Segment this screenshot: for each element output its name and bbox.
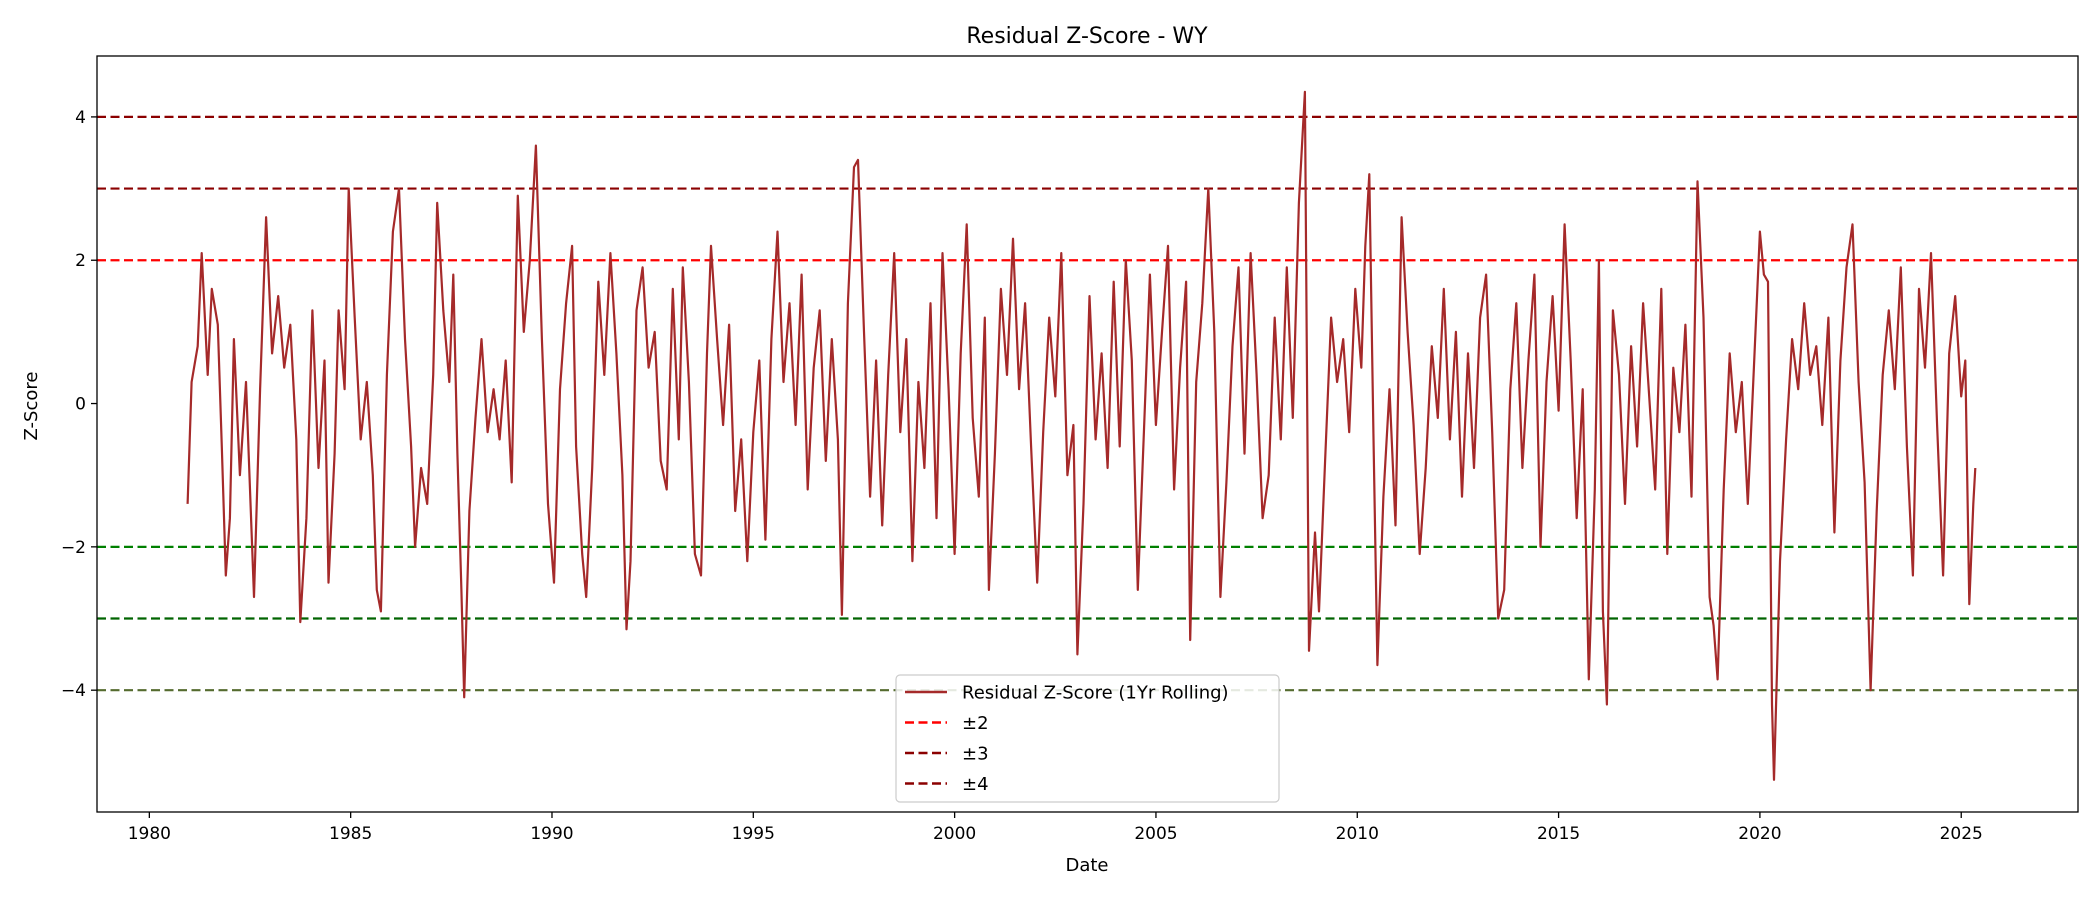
x-tick-label: 2010 — [1336, 824, 1379, 844]
x-tick-label: 1990 — [530, 824, 573, 844]
y-tick-label: −2 — [61, 538, 86, 558]
legend-label: ±3 — [962, 744, 989, 765]
x-axis-ticks: 1980 1985 1990 1995 2000 2005 2010 2015 2020 2025 — [128, 812, 1983, 844]
y-axis-ticks: −4 −2 0 2 4 — [61, 108, 97, 701]
legend-label: ±4 — [962, 774, 989, 795]
x-tick-label: 1995 — [732, 824, 775, 844]
x-tick-label: 1985 — [329, 824, 372, 844]
y-tick-label: 0 — [75, 395, 86, 415]
plot-frame — [96, 55, 2079, 813]
series-line-residual-z-score — [186, 90, 1977, 781]
legend-frame — [895, 674, 1280, 803]
x-tick-label: 2020 — [1738, 824, 1781, 844]
y-tick-label: 4 — [75, 108, 86, 128]
x-tick-label: 2025 — [1940, 824, 1983, 844]
x-tick-label: 2015 — [1537, 824, 1580, 844]
x-tick-label: 1980 — [128, 824, 171, 844]
legend-label: Residual Z-Score (1Yr Rolling) — [962, 683, 1229, 704]
y-tick-label: 2 — [75, 251, 86, 271]
y-tick-label: −4 — [61, 681, 86, 701]
legend-label: ±2 — [962, 713, 989, 734]
x-tick-label: 2000 — [933, 824, 976, 844]
x-axis-label: Date — [1065, 855, 1108, 876]
y-axis-label: Z-Score — [21, 372, 42, 441]
x-tick-label: 2005 — [1134, 824, 1177, 844]
chart-title: Residual Z-Score - WY — [966, 24, 1208, 49]
legend: Residual Z-Score (1Yr Rolling) ±2 ±3 ±4 — [895, 674, 1280, 803]
